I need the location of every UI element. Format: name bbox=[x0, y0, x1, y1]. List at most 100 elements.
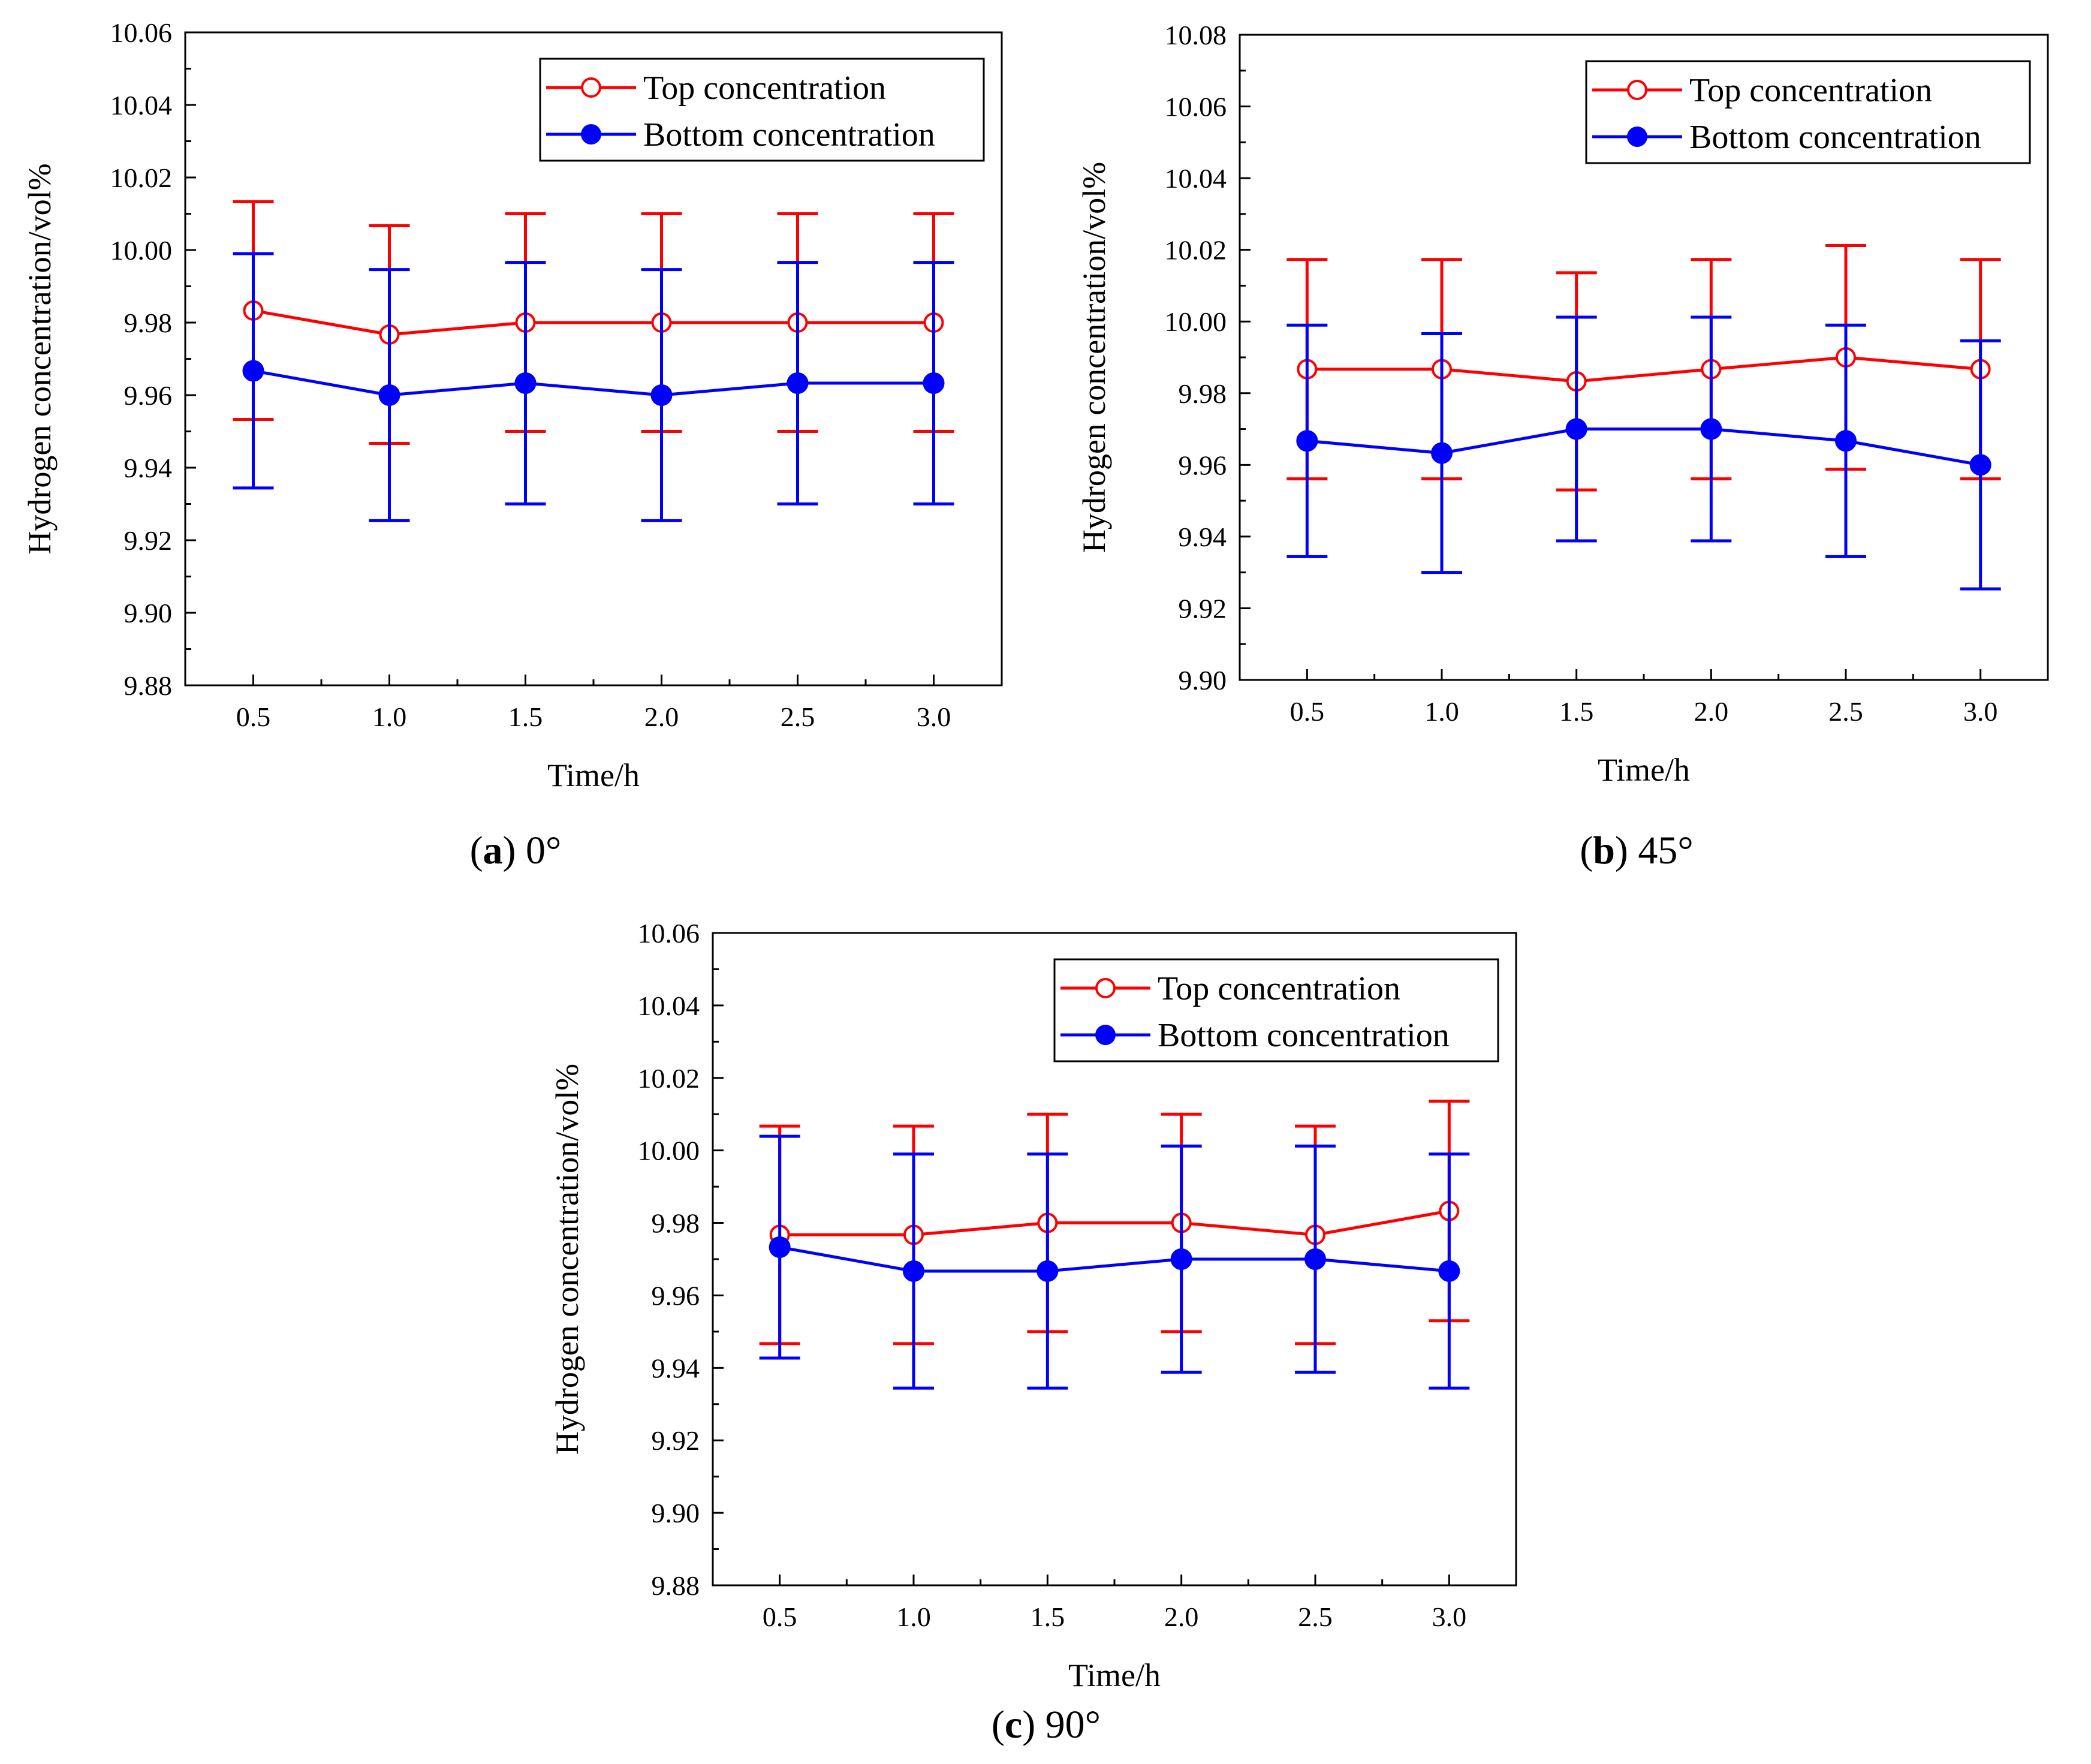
figure-caption: (b) 45° bbox=[1580, 829, 1694, 872]
y-tick-label: 10.06 bbox=[1165, 92, 1227, 122]
y-tick-label: 10.02 bbox=[638, 1063, 700, 1094]
x-tick-label: 1.0 bbox=[372, 702, 407, 732]
data-point bbox=[1037, 1260, 1059, 1282]
x-tick-label: 0.5 bbox=[763, 1602, 797, 1632]
series-top bbox=[1286, 243, 2001, 492]
y-tick-label: 9.92 bbox=[124, 525, 173, 556]
x-tick-label: 1.5 bbox=[1559, 696, 1594, 727]
data-point bbox=[923, 372, 945, 395]
y-tick-label: 10.00 bbox=[110, 235, 173, 266]
x-axis-title: Time/h bbox=[547, 757, 640, 793]
caption-letter: a bbox=[483, 829, 503, 872]
y-axis-title: Hydrogen concentration/vol% bbox=[22, 163, 58, 554]
data-point bbox=[1170, 1248, 1192, 1270]
legend: Top concentration Bottom concentration bbox=[539, 58, 985, 162]
y-tick-label: 9.92 bbox=[1179, 593, 1227, 624]
y-tick-label: 9.98 bbox=[652, 1208, 700, 1239]
x-tick-label: 2.0 bbox=[1164, 1602, 1199, 1632]
y-tick-label: 10.04 bbox=[1165, 163, 1227, 194]
series-top bbox=[233, 200, 954, 445]
data-point bbox=[514, 372, 537, 395]
x-tick-label: 1.5 bbox=[1031, 1602, 1065, 1632]
data-point bbox=[787, 372, 809, 395]
series-line bbox=[253, 309, 934, 336]
data-point bbox=[1700, 418, 1722, 440]
y-tick-label: 9.94 bbox=[124, 453, 173, 483]
x-axis-title: Time/h bbox=[1598, 752, 1690, 788]
legend: Top concentration Bottom concentration bbox=[1585, 60, 2031, 164]
y-tick-label: 10.02 bbox=[1165, 235, 1227, 266]
x-tick-label: 2.0 bbox=[1694, 696, 1729, 727]
legend-box bbox=[539, 58, 985, 162]
y-tick-label: 9.92 bbox=[652, 1425, 700, 1456]
x-tick-label: 3.0 bbox=[917, 702, 951, 732]
x-tick-label: 2.5 bbox=[781, 702, 815, 732]
legend-marker bbox=[581, 124, 601, 145]
y-tick-label: 9.88 bbox=[652, 1570, 700, 1601]
data-point bbox=[1835, 430, 1857, 452]
x-tick-label: 2.5 bbox=[1298, 1602, 1333, 1632]
data-point bbox=[769, 1236, 791, 1259]
y-tick-label: 9.90 bbox=[124, 598, 173, 628]
caption-text: 45° bbox=[1638, 829, 1693, 872]
caption-letter: b bbox=[1593, 829, 1615, 872]
y-tick-label: 10.06 bbox=[638, 918, 700, 949]
legend-label: Bottom concentration bbox=[1158, 1017, 1450, 1054]
chart-b: 9.90 9.92 9.94 9.96 9.98 10.00 10.02 10.04 10.06… bbox=[1076, 20, 2049, 872]
y-tick-label: 9.98 bbox=[1179, 378, 1227, 409]
series-line bbox=[253, 369, 934, 397]
chart-c: 9.88 9.90 9.92 9.94 9.96 9.98 10.00 10.02 10.04 1… bbox=[549, 918, 1517, 1747]
series-top bbox=[759, 1099, 1470, 1345]
data-point bbox=[1565, 418, 1587, 440]
y-tick-label: 9.94 bbox=[652, 1353, 700, 1383]
data-point bbox=[1304, 1248, 1326, 1270]
y-tick-label: 9.90 bbox=[1179, 665, 1227, 696]
series-line bbox=[1307, 428, 1981, 466]
legend-marker bbox=[1627, 127, 1647, 147]
data-point bbox=[1296, 430, 1318, 452]
legend-box bbox=[1585, 60, 2031, 164]
y-tick-label: 9.96 bbox=[652, 1280, 700, 1311]
legend-label: Bottom concentration bbox=[643, 116, 935, 153]
data-point bbox=[650, 384, 673, 406]
data-point bbox=[1438, 1260, 1460, 1282]
data-point bbox=[378, 384, 400, 406]
caption-text: 0° bbox=[526, 829, 561, 872]
legend-marker bbox=[581, 77, 601, 98]
y-tick-label: 10.04 bbox=[110, 90, 173, 121]
x-tick-label: 0.5 bbox=[236, 702, 271, 732]
x-tick-label: 1.5 bbox=[508, 702, 543, 732]
series-line bbox=[779, 1245, 1450, 1273]
y-tick-label: 9.96 bbox=[124, 380, 173, 411]
x-tick-label: 1.0 bbox=[896, 1602, 931, 1632]
legend-label: Bottom concentration bbox=[1689, 119, 1981, 156]
series-bottom bbox=[233, 252, 954, 522]
x-tick-label: 3.0 bbox=[1963, 696, 1998, 727]
caption-letter: c bbox=[1005, 1703, 1022, 1747]
x-tick-label: 3.0 bbox=[1432, 1602, 1467, 1632]
series-line bbox=[779, 1209, 1450, 1237]
legend: Top concentration Bottom concentration bbox=[1053, 958, 1499, 1062]
legend-box bbox=[1053, 958, 1499, 1062]
y-tick-label: 9.90 bbox=[652, 1498, 700, 1528]
x-axis-title: Time/h bbox=[1068, 1657, 1161, 1693]
x-tick-label: 1.0 bbox=[1424, 696, 1459, 727]
y-tick-label: 9.88 bbox=[124, 670, 173, 701]
figure-caption: (a) 0° bbox=[470, 829, 562, 872]
x-tick-label: 0.5 bbox=[1290, 696, 1325, 727]
series-bottom bbox=[759, 1134, 1470, 1390]
data-point bbox=[1969, 454, 1991, 476]
y-tick-label: 10.02 bbox=[110, 162, 173, 193]
legend-marker bbox=[1095, 1025, 1116, 1045]
y-tick-label: 10.00 bbox=[1165, 306, 1227, 337]
y-tick-label: 10.06 bbox=[110, 17, 173, 48]
data-point bbox=[1431, 442, 1453, 464]
y-tick-label: 9.96 bbox=[1179, 450, 1227, 480]
chart-a: 9.88 9.90 9.92 9.94 9.96 9.98 10.00 10.02 10.04 1… bbox=[22, 17, 1003, 872]
legend-marker bbox=[1095, 978, 1116, 998]
y-axis-title: Hydrogen concentration/vol% bbox=[549, 1064, 585, 1455]
y-tick-label: 10.04 bbox=[638, 991, 700, 1021]
y-tick-label: 9.98 bbox=[124, 308, 173, 338]
series-line bbox=[1307, 356, 1981, 383]
